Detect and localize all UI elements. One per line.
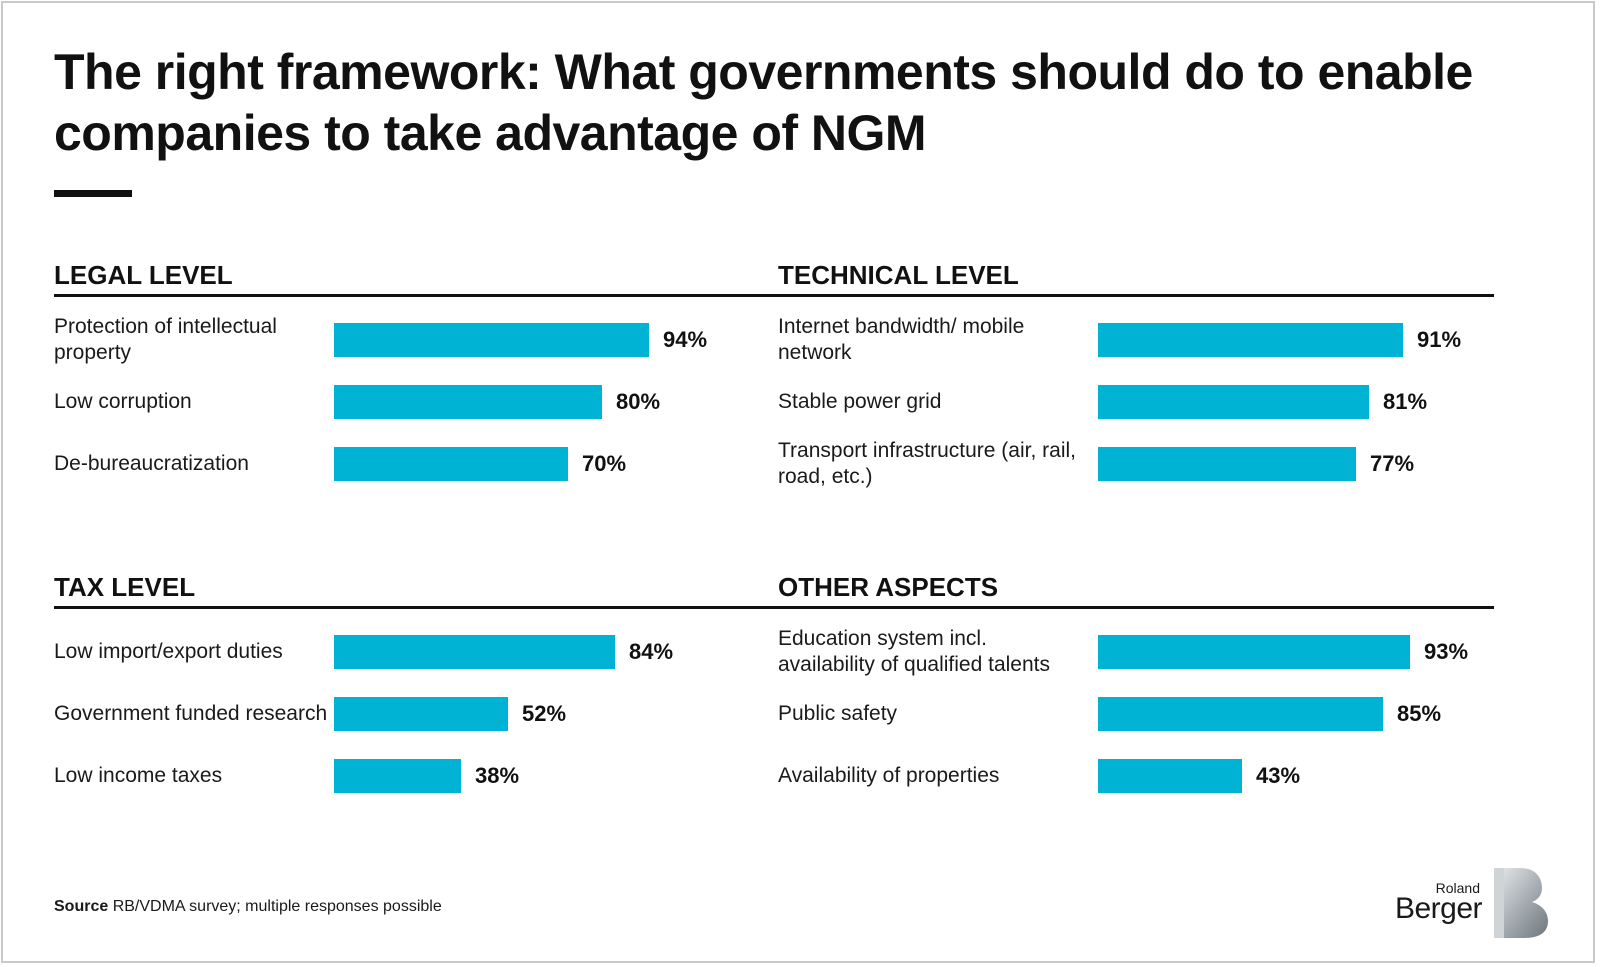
bar-value-label: 91%	[1417, 327, 1462, 352]
panel-other-aspects: OTHER ASPECTS Education system incl. ava…	[778, 572, 1494, 832]
bar-value-label: 80%	[616, 389, 661, 414]
bar-row: Low import/export duties 84%	[54, 624, 784, 680]
title-underline	[54, 190, 132, 197]
bar-category-label: Low import/export duties	[54, 640, 283, 663]
roland-berger-logo: Roland Berger	[1392, 866, 1552, 942]
logo-text-roland: Roland	[1435, 880, 1480, 896]
bar-category-label: Education system incl. availability of q…	[778, 627, 1050, 676]
bar-value-label: 94%	[663, 327, 708, 352]
bar	[334, 323, 649, 357]
bar	[1098, 447, 1356, 481]
bar-category-label: Transport infrastructure (air, rail, roa…	[778, 439, 1076, 488]
bar-row: Low corruption 80%	[54, 374, 784, 430]
bar	[334, 385, 602, 419]
bar-row: Transport infrastructure (air, rail, roa…	[778, 436, 1494, 492]
bar	[1098, 385, 1369, 419]
bar-category-label: Internet bandwidth/ mobile network	[778, 315, 1025, 364]
panel-technical-level: TECHNICAL LEVEL Internet bandwidth/ mobi…	[778, 260, 1494, 520]
bar	[1098, 635, 1410, 669]
bar-value-label: 43%	[1256, 763, 1301, 788]
bar-row: Education system incl. availability of q…	[778, 624, 1494, 680]
bar	[1098, 697, 1383, 731]
panel-heading: LEGAL LEVEL	[54, 260, 784, 297]
bar-row: Public safety 85%	[778, 686, 1494, 742]
bar-category-label: Government funded research	[54, 702, 328, 725]
bar	[334, 697, 508, 731]
panel-heading: TECHNICAL LEVEL	[778, 260, 1494, 297]
page-title: The right framework: What governments sh…	[54, 44, 1473, 161]
logo-b-mark-icon	[1494, 868, 1548, 938]
bar	[1098, 323, 1403, 357]
bar-value-label: 70%	[582, 451, 627, 476]
bar-category-label: Stable power grid	[778, 390, 942, 413]
bar-row: Protection of intellectual property 94%	[54, 312, 784, 368]
bar-category-label: De-bureaucratization	[54, 452, 249, 475]
bar-value-label: 93%	[1424, 639, 1469, 664]
bar-value-label: 84%	[629, 639, 674, 664]
panel-legal-level: LEGAL LEVEL Protection of intellectual p…	[54, 260, 784, 520]
bar	[334, 759, 461, 793]
source-note: Source RB/VDMA survey; multiple response…	[54, 898, 442, 916]
logo-text-berger: Berger	[1394, 892, 1483, 925]
bar-row: Internet bandwidth/ mobile network 91%	[778, 312, 1494, 368]
bar-row: Low income taxes 38%	[54, 748, 784, 804]
bar	[1098, 759, 1242, 793]
bar-row: Availability of properties 43%	[778, 748, 1494, 804]
bar	[334, 447, 568, 481]
bar-category-label: Availability of properties	[778, 764, 1000, 787]
source-text: RB/VDMA survey; multiple responses possi…	[112, 898, 442, 915]
bar-value-label: 81%	[1383, 389, 1428, 414]
bar-category-label: Low corruption	[54, 390, 192, 413]
bar-category-label: Protection of intellectual property	[54, 315, 277, 364]
bar-value-label: 77%	[1370, 451, 1415, 476]
panel-tax-level: TAX LEVEL Low import/export duties 84% Gov…	[54, 572, 784, 832]
bar-row: De-bureaucratization 70%	[54, 436, 784, 492]
source-label: Source	[54, 898, 109, 915]
panel-heading: OTHER ASPECTS	[778, 572, 1494, 609]
bar-value-label: 85%	[1397, 701, 1442, 726]
bar-category-label: Low income taxes	[54, 764, 223, 787]
bar-value-label: 38%	[475, 763, 520, 788]
panel-heading: TAX LEVEL	[54, 572, 784, 609]
bar-value-label: 52%	[522, 701, 567, 726]
bar-row: Stable power grid 81%	[778, 374, 1494, 430]
bar-category-label: Public safety	[778, 702, 898, 725]
bar	[334, 635, 615, 669]
bar-row: Government funded research 52%	[54, 686, 784, 742]
